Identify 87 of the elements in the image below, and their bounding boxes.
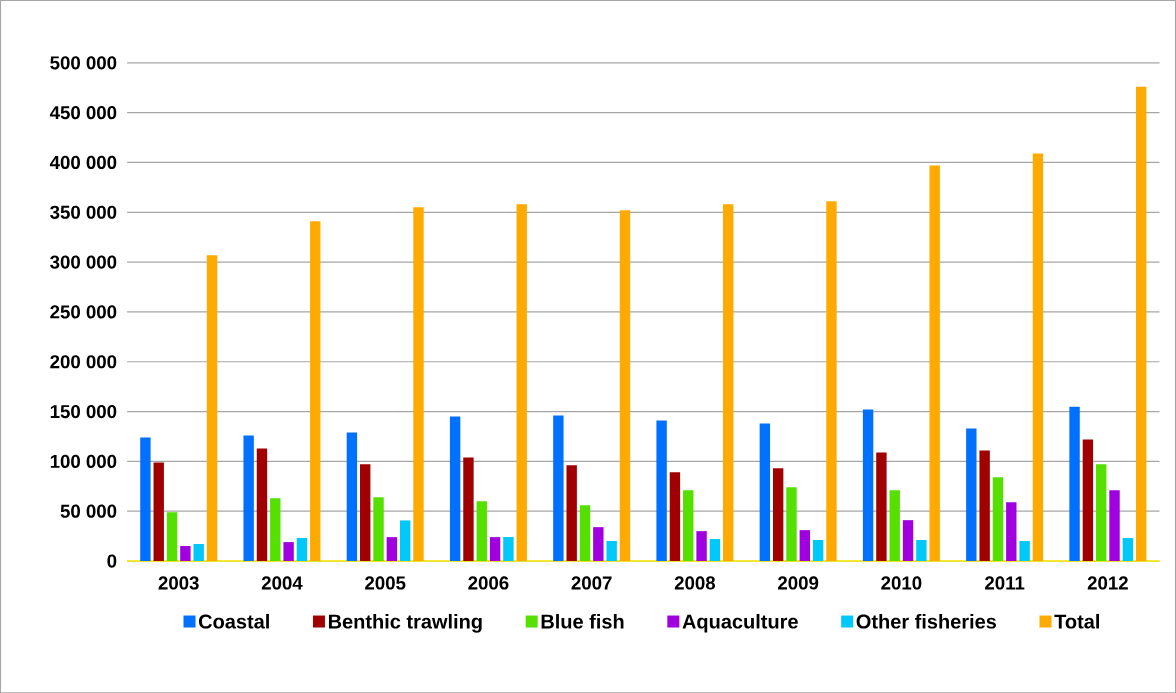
bar: [310, 221, 321, 561]
bar: [553, 415, 564, 561]
bar: [283, 541, 294, 561]
bar: [180, 545, 191, 561]
bar: [166, 511, 178, 561]
bar: [696, 530, 707, 561]
legend-label: Benthic trawling: [328, 613, 482, 633]
bar: [799, 529, 810, 561]
bar: [516, 204, 527, 561]
x-tick-label: 2009: [778, 576, 819, 590]
y-tick-label: 0: [107, 554, 117, 568]
legend-label: Coastal: [198, 613, 269, 629]
bar: [759, 423, 771, 561]
bar: [656, 420, 667, 561]
bar: [476, 501, 487, 561]
bar: [812, 539, 824, 561]
bar: [786, 487, 797, 561]
bar: [862, 409, 874, 561]
bar: [153, 462, 164, 561]
bar: [193, 543, 204, 561]
x-tick-label: 2006: [468, 576, 509, 590]
bar: [723, 204, 734, 561]
bar: [413, 207, 424, 561]
bar: [1109, 490, 1120, 561]
bar: [256, 448, 268, 561]
bar: [386, 536, 398, 561]
bar: [489, 536, 501, 561]
bar: [1019, 540, 1030, 561]
bar: [889, 490, 900, 561]
bar: [346, 432, 358, 561]
y-tick-label: 200 000: [50, 354, 117, 369]
x-tick-label: 2011: [985, 576, 1025, 590]
x-tick-label: 2007: [571, 576, 612, 590]
bar: [1032, 153, 1044, 561]
bar: [902, 519, 914, 561]
bar: [1096, 464, 1107, 561]
bar: [296, 537, 308, 561]
x-tick-label: 2005: [365, 576, 406, 590]
bar: [579, 505, 591, 561]
x-tick-label: 2012: [1087, 576, 1128, 590]
bar: [1082, 439, 1094, 561]
bar: [826, 201, 837, 561]
y-tick-label: 50 000: [60, 504, 117, 518]
bar: [140, 437, 151, 561]
y-tick-label: 350 000: [50, 205, 117, 219]
legend-label: Other fisheries: [856, 613, 997, 629]
bar: [1006, 502, 1017, 561]
bar: [1069, 406, 1080, 561]
y-tick-label: 300 000: [50, 255, 117, 269]
bar: [1122, 537, 1134, 561]
bar: [683, 490, 694, 561]
bar: [606, 540, 617, 561]
y-tick-label: 100 000: [50, 454, 117, 468]
bar: [876, 452, 887, 561]
bar: [566, 465, 577, 561]
y-tick-label: 400 000: [49, 155, 117, 169]
bar: [206, 254, 218, 561]
y-tick-label: 500 000: [50, 55, 117, 70]
y-tick-label: 150 000: [50, 404, 117, 418]
bar: [360, 464, 371, 561]
bar: [709, 538, 721, 561]
bar: [966, 428, 977, 561]
bar: [593, 526, 604, 561]
bar: [979, 450, 990, 561]
y-tick-label: 250 000: [50, 305, 117, 319]
bar: [992, 477, 1004, 561]
legend-label: Aquaculture: [682, 613, 798, 633]
x-tick-label: 2003: [158, 576, 199, 590]
bar: [772, 468, 784, 561]
bar: [619, 210, 631, 561]
x-tick-label: 2010: [881, 576, 922, 590]
bar: [449, 416, 461, 561]
bar: [243, 435, 254, 561]
legend-label: Blue fish: [541, 613, 624, 629]
bar: [270, 498, 281, 561]
bar: [503, 536, 514, 561]
bar: [1135, 86, 1147, 561]
y-tick-label: 450 000: [49, 105, 117, 120]
bar: [929, 165, 940, 561]
x-tick-label: 2008: [674, 576, 716, 590]
bar: [373, 497, 384, 561]
bar: [463, 457, 474, 561]
bar: [669, 472, 681, 561]
bar: [399, 519, 411, 561]
bar: [916, 539, 927, 561]
legend-label: Total: [1054, 613, 1099, 629]
x-tick-label: 2004: [261, 576, 303, 590]
